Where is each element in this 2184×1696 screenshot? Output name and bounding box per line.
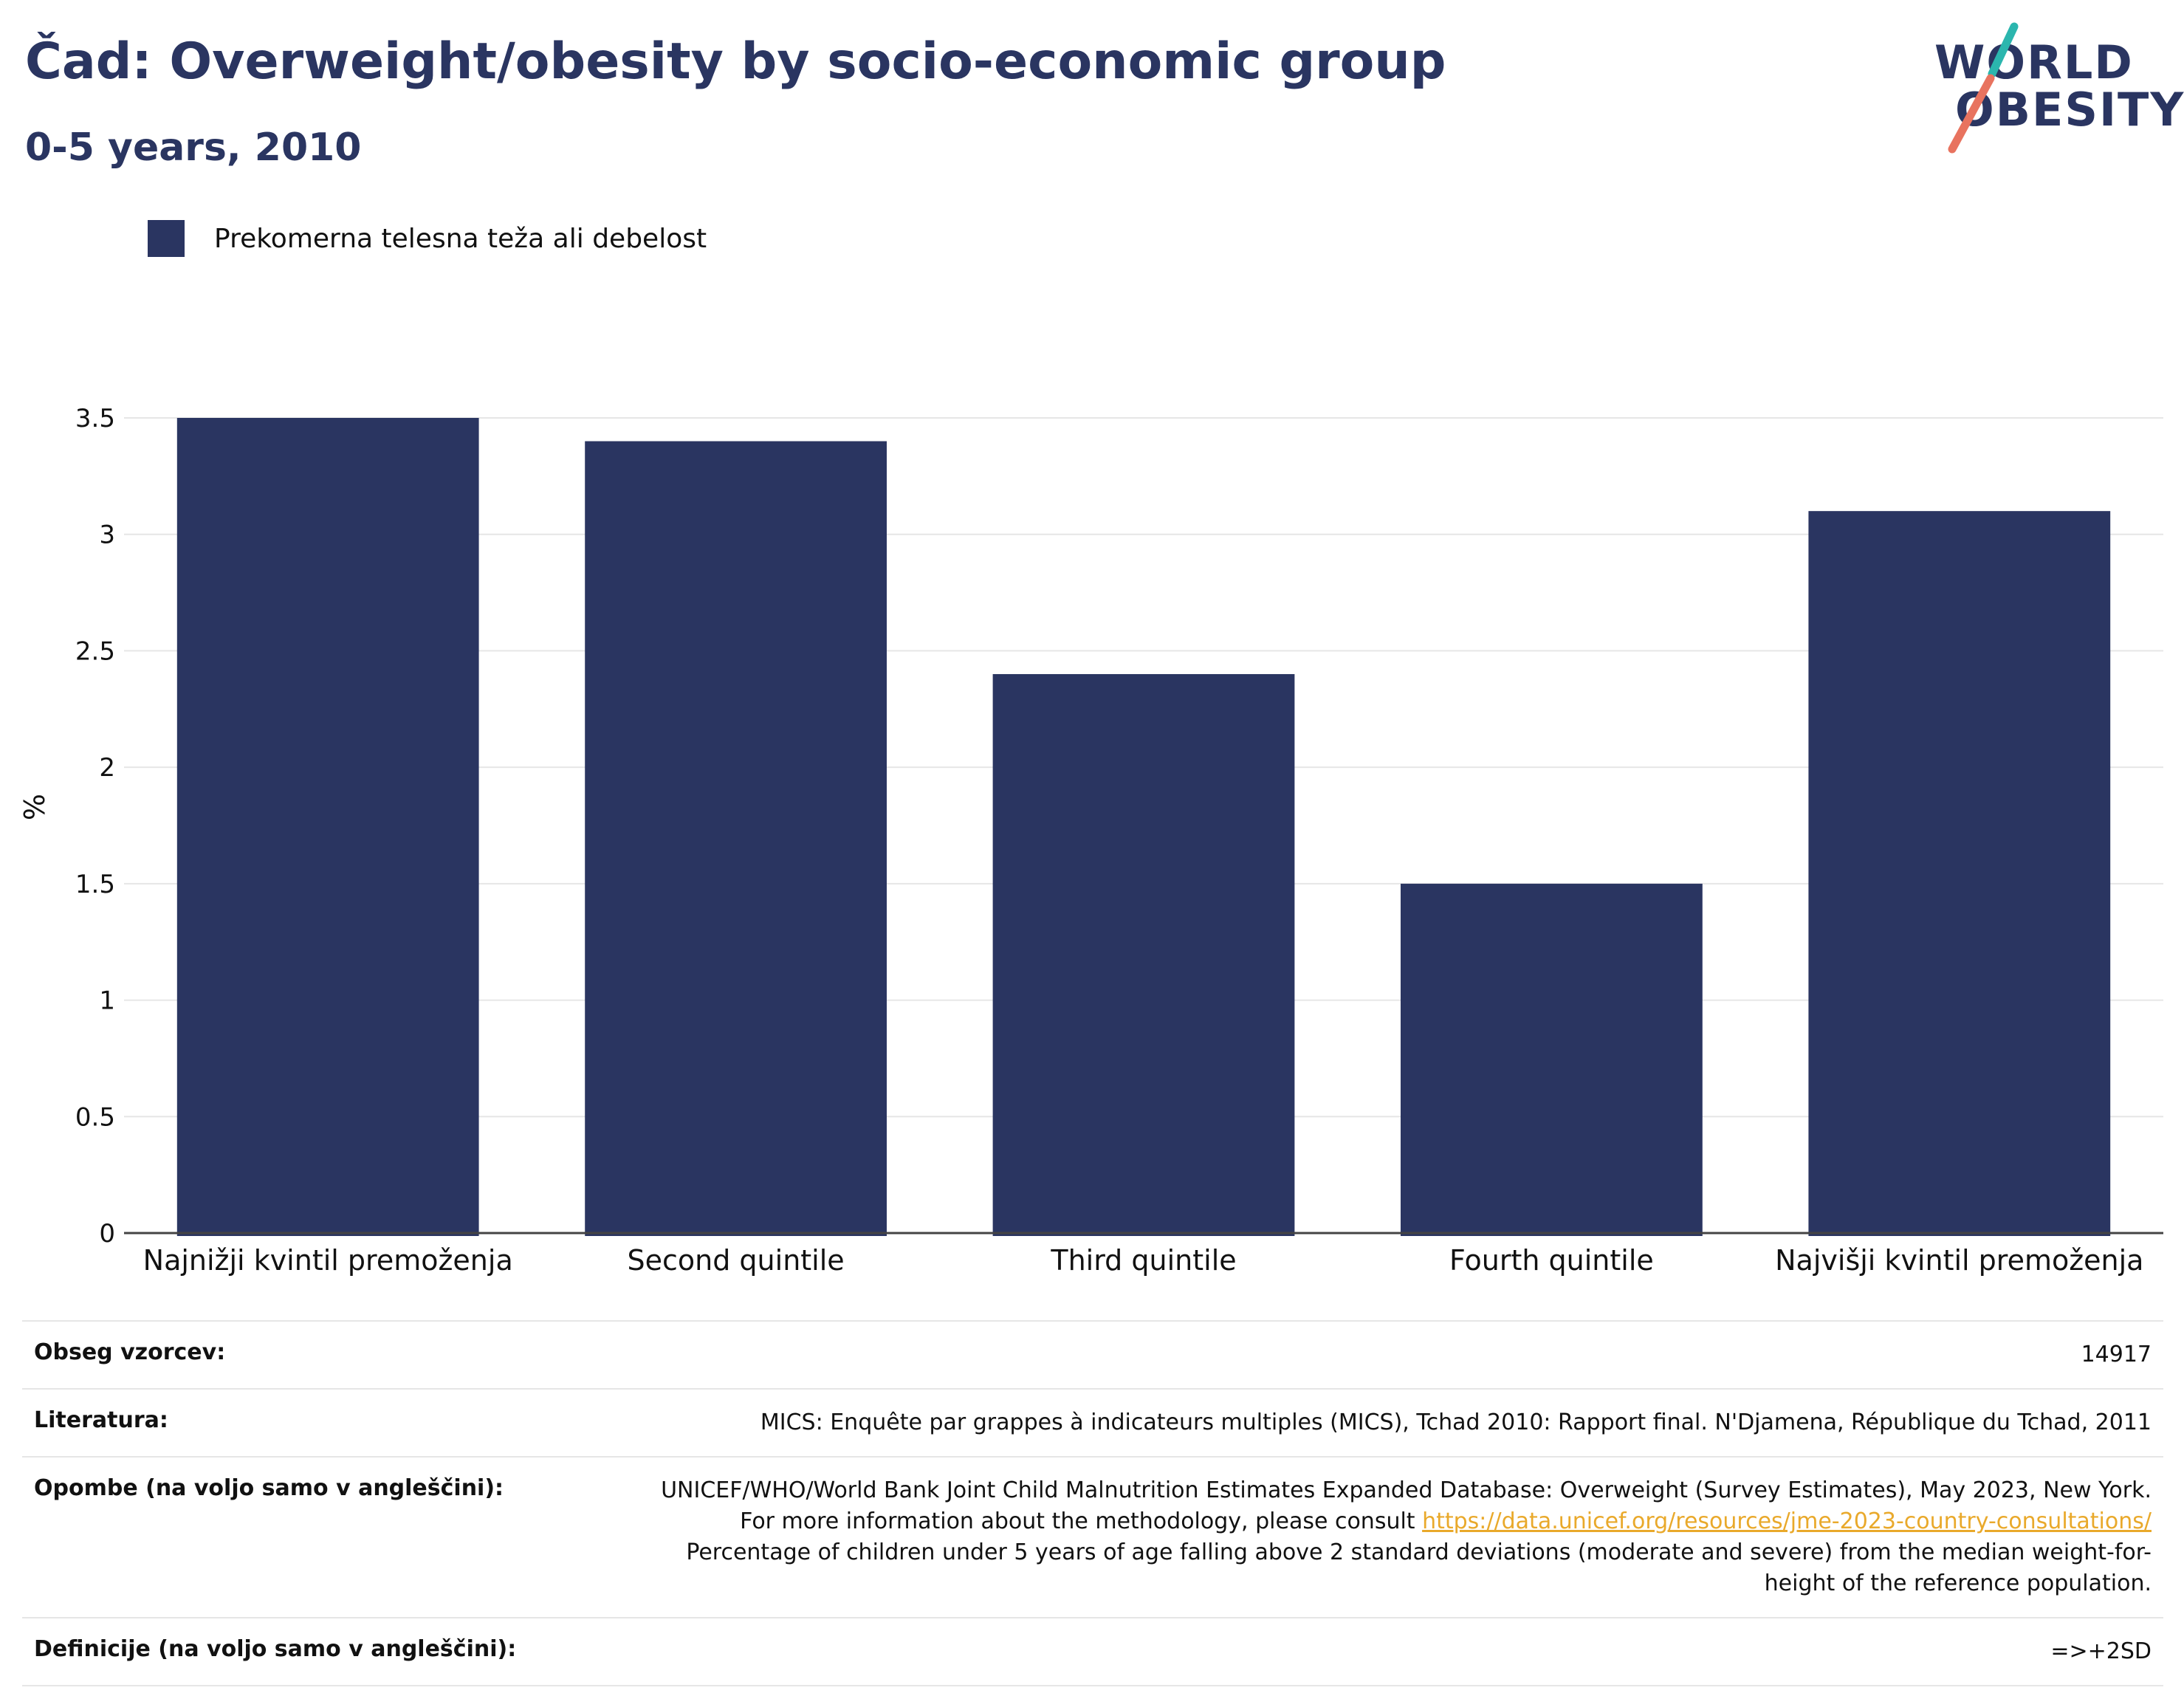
y-tick-label: 3.5 [75,404,115,433]
y-tick-label: 2.5 [75,636,115,666]
notes-label: Opombe (na voljo samo v angleščini): [34,1475,504,1501]
logo-line-world: WORLD [1934,35,2134,89]
y-tick-label: 0 [99,1219,115,1249]
legend-label: Prekomerna telesna teža ali debelost [214,223,707,254]
legend-swatch [148,220,185,257]
y-tick-label: 2 [99,753,115,783]
y-tick-label: 1.5 [75,870,115,899]
definitions-label: Definicije (na voljo samo v angleščini): [34,1636,517,1662]
bar [1401,883,1703,1236]
info-row-notes: Opombe (na voljo samo v angleščini): UNI… [22,1456,2163,1617]
bar [1808,511,2111,1236]
x-tick-label: Najvišji kvintil premoženja [1775,1244,2143,1277]
x-tick-label: Najnižji kvintil premoženja [143,1244,513,1277]
info-row-sample-size: Obseg vzorcev: 14917 [22,1320,2163,1388]
info-row-definitions: Definicije (na voljo samo v angleščini):… [22,1617,2163,1686]
logo-slash-icon [1948,22,2019,154]
sample-size-value: 14917 [2081,1342,2152,1367]
bar [176,418,479,1236]
x-tick-label: Second quintile [628,1244,845,1277]
x-tick-label: Third quintile [1050,1244,1236,1277]
info-row-literature: Literatura: MICS: Enquête par grappes à … [22,1388,2163,1456]
chart-subtitle: 0-5 years, 2010 [25,126,362,170]
y-axis-ticks: 0 0.5 1 1.5 2 2.5 3 3.5 [75,404,115,1249]
bar [585,441,887,1236]
x-axis-ticks: Najnižji kvintil premoženja Second quinti… [143,1244,2144,1277]
sample-size-label: Obseg vzorcev: [34,1339,226,1365]
unicef-methodology-link[interactable]: https://data.unicef.org/resources/jme-20… [1422,1508,2152,1534]
bar [992,673,1295,1236]
definitions-value: =>+2SD [2050,1638,2152,1664]
bars [176,418,2111,1236]
literature-value: MICS: Enquête par grappes à indicateurs … [760,1410,2152,1435]
legend: Prekomerna telesna teža ali debelost [148,220,707,257]
bar-chart: 0 0.5 1 1.5 2 2.5 3 3.5 Najnižji kvintil premož… [18,404,2163,1277]
y-axis-label: % [18,794,51,820]
y-tick-label: 1 [99,986,115,1016]
notes-text-before: UNICEF/WHO/World Bank Joint Child Malnut… [661,1477,2152,1534]
chart-title: Čad: Overweight/obesity by socio-economi… [25,32,1446,91]
literature-label: Literatura: [34,1407,168,1433]
y-tick-label: 3 [99,521,115,550]
y-tick-label: 0.5 [75,1102,115,1132]
x-tick-label: Fourth quintile [1449,1244,1654,1277]
notes-value: UNICEF/WHO/World Bank Joint Child Malnut… [622,1475,2152,1599]
world-obesity-logo: WORLD OBESITY [1927,22,2183,155]
info-table: Obseg vzorcev: 14917 Literatura: MICS: E… [22,1320,2163,1686]
notes-text-after: Percentage of children under 5 years of … [686,1539,2152,1596]
logo-line-obesity: OBESITY [1955,83,2184,137]
